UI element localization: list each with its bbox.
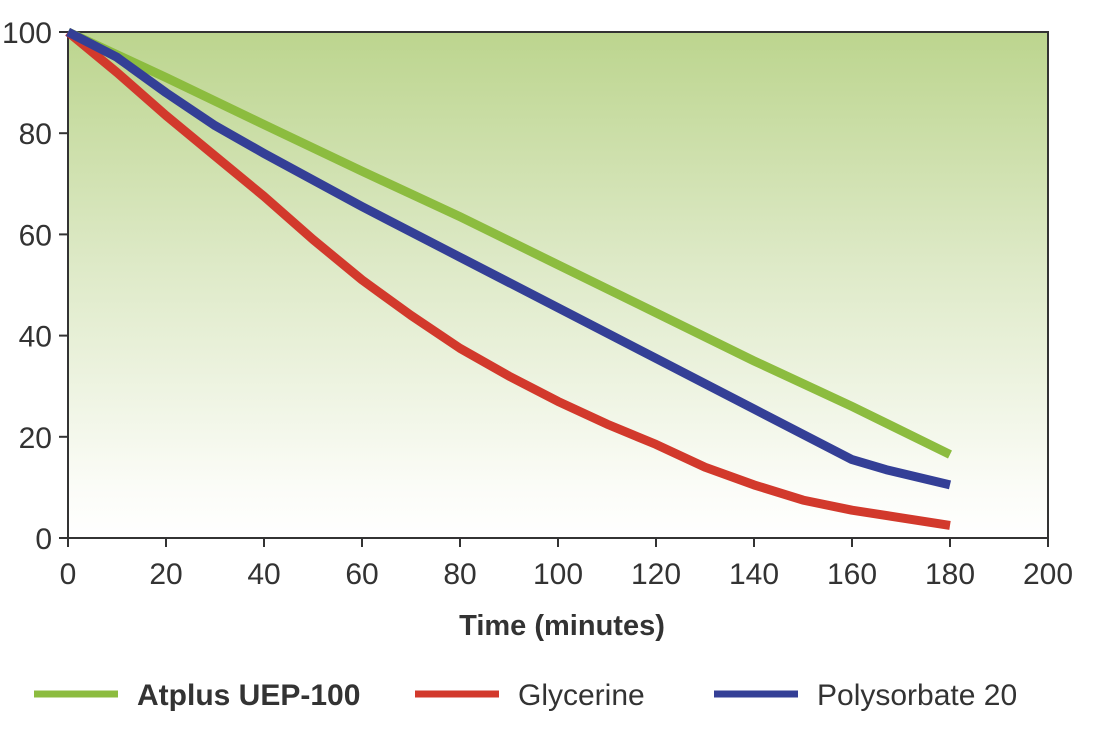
x-tick-label: 200 xyxy=(1023,558,1073,591)
y-tick-label: 0 xyxy=(35,523,52,556)
x-axis-title: Time (minutes) xyxy=(459,610,665,642)
series-line-3 xyxy=(65,28,952,490)
series-line-1 xyxy=(66,27,952,459)
y-tick-label: 20 xyxy=(19,422,52,455)
series-line-2 xyxy=(65,28,951,530)
x-tick-label: 180 xyxy=(925,558,975,591)
y-tick-label: 100 xyxy=(2,17,52,50)
x-axis: 0 20 40 60 80 100 120 140 160 180 200 xyxy=(60,538,1073,591)
y-axis: 0 20 40 60 80 100 xyxy=(2,17,68,556)
legend-label: Atplus UEP-100 xyxy=(137,679,360,712)
plot-area xyxy=(67,31,1049,539)
legend-label: Polysorbate 20 xyxy=(817,679,1017,712)
x-tick-label: 60 xyxy=(345,558,378,591)
x-tick-label: 20 xyxy=(149,558,182,591)
legend-label: Glycerine xyxy=(518,679,645,712)
x-tick-label: 160 xyxy=(827,558,877,591)
series-lines xyxy=(65,27,952,530)
x-tick-label: 120 xyxy=(631,558,681,591)
x-tick-label: 100 xyxy=(533,558,583,591)
y-tick-label: 40 xyxy=(19,321,52,354)
y-tick-label: 80 xyxy=(19,118,52,151)
legend: Atplus UEP-100 Glycerine Polysorbate 20 xyxy=(34,679,1017,712)
x-tick-label: 0 xyxy=(60,558,77,591)
x-tick-label: 40 xyxy=(247,558,280,591)
x-tick-label: 140 xyxy=(729,558,779,591)
x-tick-label: 80 xyxy=(443,558,476,591)
y-tick-label: 60 xyxy=(19,219,52,252)
